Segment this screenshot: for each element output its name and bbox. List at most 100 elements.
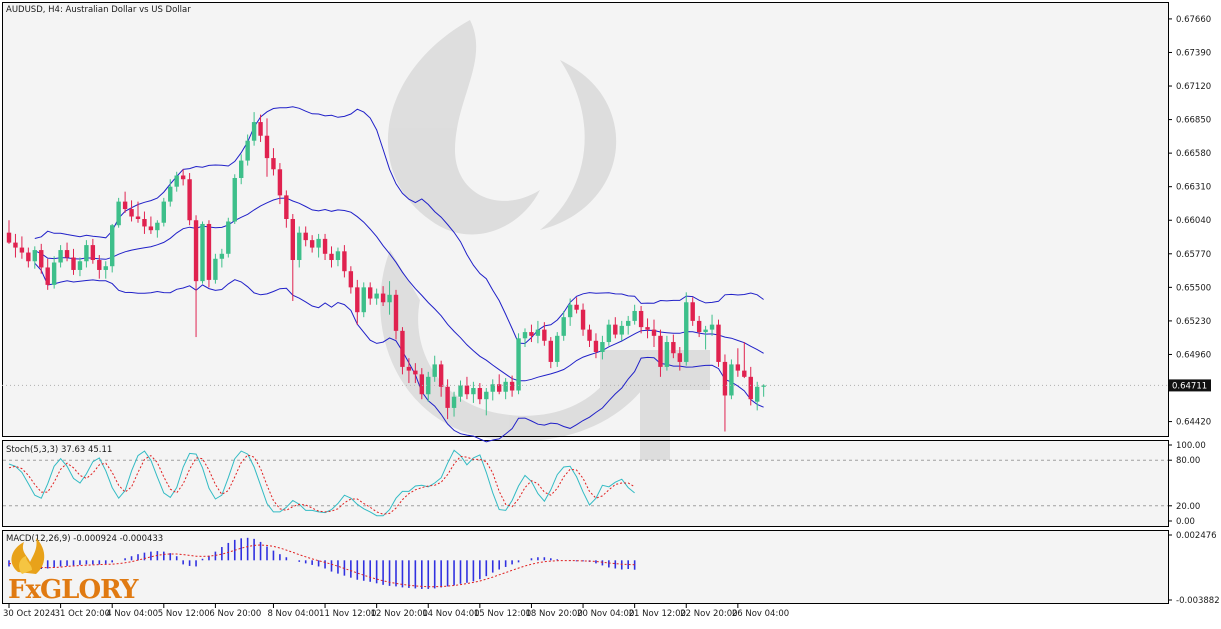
candle-body [335,251,341,261]
candle-body [71,257,76,270]
candle-body [32,250,37,262]
candle-body [13,242,18,248]
candle-body [613,324,618,335]
candle-body [239,160,244,178]
macd-tick-label: 0.002476 [1176,531,1217,541]
candle-body [445,386,450,408]
candle-body [664,342,670,367]
candle-body [6,232,12,243]
time-tick-label: 4 Nov 04:00 [106,609,158,619]
candle-body [45,267,50,285]
candle-body [703,329,708,333]
time-tick-label: 20 Nov 04:00 [577,609,634,619]
candle-body [290,219,295,261]
price-plot [6,106,766,443]
candle-body [77,261,83,270]
candle-body [709,324,715,330]
stoch-tick-label: 20.00 [1176,502,1200,512]
candle-body [380,293,386,303]
candle-body [522,332,528,339]
candle-body [245,140,250,161]
time-tick-label: 21 Nov 12:00 [629,609,686,619]
candle-body [548,340,553,362]
candle-body [722,361,728,396]
candle-body [748,376,753,400]
candle-body [90,245,96,261]
candle-body [258,122,263,136]
bollinger-lower [34,262,764,443]
candle-body [632,310,637,321]
price-tick-label: 0.67660 [1176,15,1211,25]
candle-body [761,385,766,387]
candle-body [168,186,173,202]
current-price-tag [1169,379,1211,392]
price-tick-label: 0.66040 [1176,216,1211,226]
candle-body [110,225,115,267]
stoch-tick-label: 80.00 [1176,456,1200,466]
candle-body [303,232,308,241]
candle-body [464,385,470,395]
candle-body [671,342,676,354]
bollinger-upper [34,106,764,345]
candle-body [148,226,154,231]
candle-body [529,332,534,336]
candle-body [187,179,192,221]
candle-body [580,309,586,330]
price-tick-label: 0.65770 [1176,250,1211,260]
price-tick-label: 0.66310 [1176,183,1211,193]
candle-body [19,247,25,253]
candle-body [361,287,366,313]
candle-body [226,221,231,254]
stoch-title: Stoch(5,3,3) 37.63 45.11 [6,445,112,455]
stoch-signal-line [8,454,635,515]
candle-body [297,232,302,261]
candle-body [393,294,399,331]
candle-body [561,317,566,336]
time-tick-label: 31 Oct 20:00 [55,609,110,619]
price-chart-title: AUDUSD, H4: Australian Dollar vs US Doll… [6,5,191,15]
candle-body [716,324,721,362]
macd-panel [2,530,1169,604]
candle-body [309,240,315,248]
stoch-plot [3,449,1168,517]
price-tick-label: 0.65230 [1176,317,1211,327]
time-tick-label: 5 Nov 12:00 [158,609,210,619]
time-tick-label: 6 Nov 20:00 [209,609,261,619]
candle-body [555,335,560,362]
candle-body [503,381,508,392]
time-tick-label: 12 Nov 20:00 [371,609,428,619]
macd-plot [8,537,636,589]
candle-body [51,262,57,285]
candle-body [426,376,431,395]
candle-body [567,304,573,318]
candle-body [135,216,141,219]
candle-body [161,201,166,223]
candle-body [103,266,108,270]
candle-body [451,396,457,408]
candle-body [690,302,695,321]
candle-body [658,335,663,367]
time-tick-label: 8 Nov 04:00 [267,609,319,619]
candle-body [684,302,689,362]
candle-body [677,353,682,362]
candle-body [490,384,495,392]
candle-body [180,175,186,180]
candle-body [200,223,205,282]
candle-body [387,294,392,303]
candle-body [142,219,147,227]
candle-body [58,250,63,263]
price-panel [2,2,1169,437]
candle-body [84,245,89,262]
candle-body [64,250,70,258]
candle-body [729,364,734,396]
price-tick-label: 0.66850 [1176,116,1211,126]
candle-body [413,370,418,375]
candle-body [600,342,605,352]
candle-body [348,271,354,288]
current-price-label: 0.64711 [1172,381,1207,391]
candle-body [264,135,270,159]
candle-body [316,238,321,248]
candle-body [438,364,444,387]
price-tick-label: 0.67390 [1176,48,1211,58]
